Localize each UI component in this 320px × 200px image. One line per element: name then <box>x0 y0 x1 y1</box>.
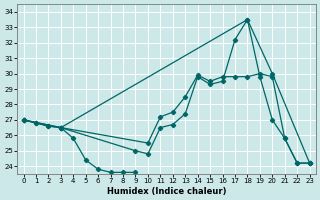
X-axis label: Humidex (Indice chaleur): Humidex (Indice chaleur) <box>107 187 226 196</box>
